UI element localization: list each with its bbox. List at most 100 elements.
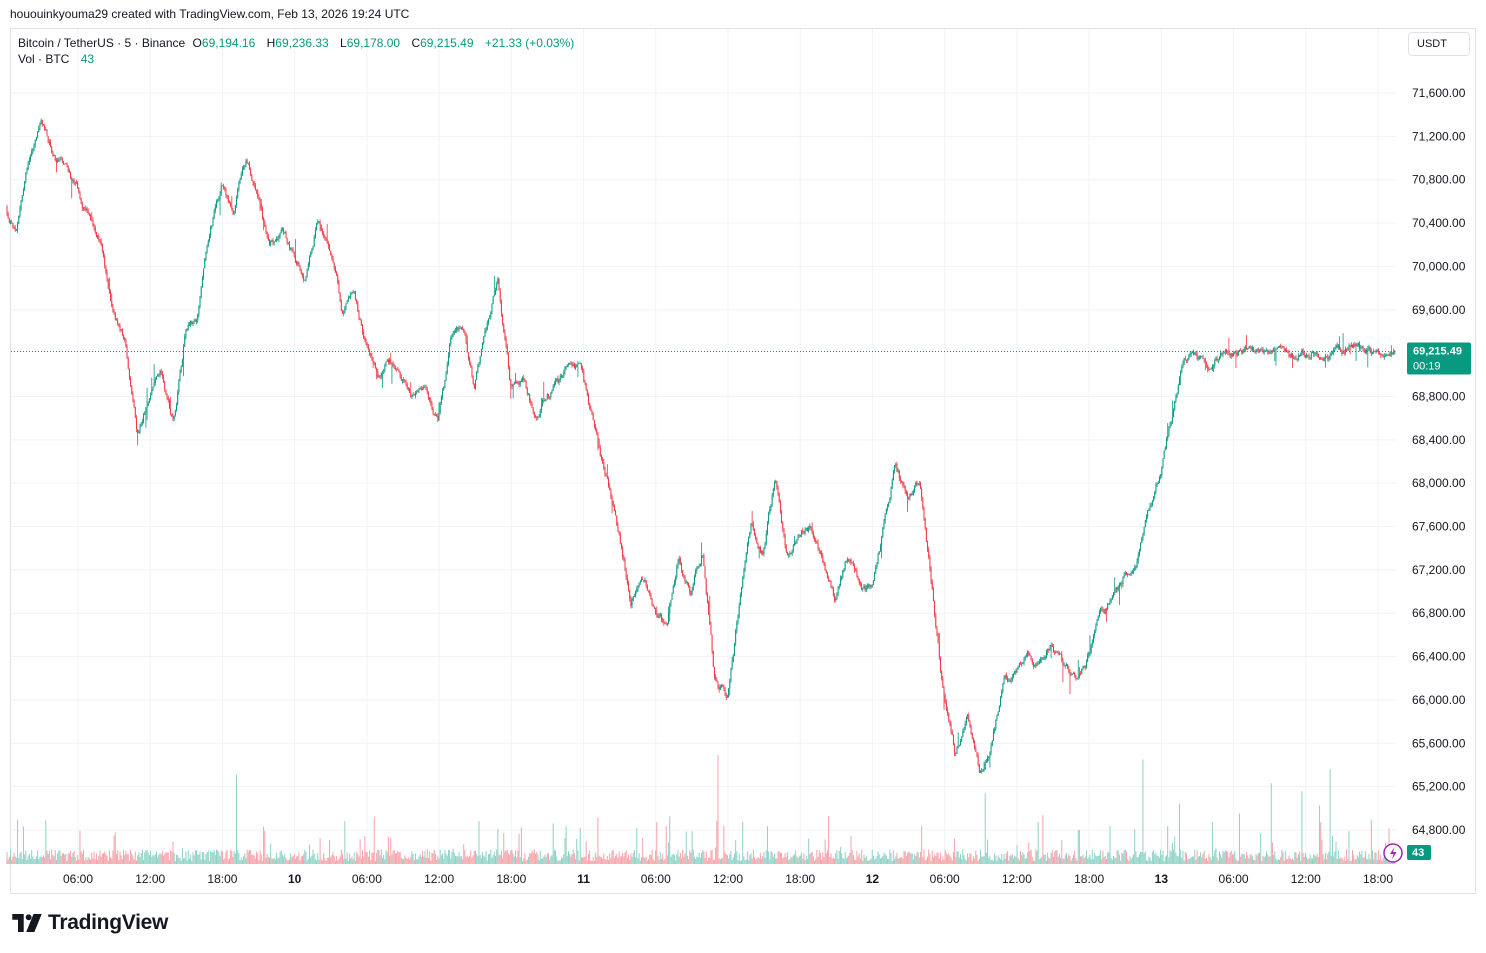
volume-bar (1114, 857, 1116, 864)
candle-body (968, 715, 970, 722)
candle-body (550, 392, 552, 398)
candle-body (1144, 519, 1146, 527)
volume-bar (567, 851, 569, 864)
volume-bar (397, 851, 399, 864)
candle-body (1073, 672, 1075, 674)
volume-bar (349, 853, 351, 864)
candle-body (1023, 657, 1025, 663)
candle-body (106, 271, 108, 280)
candle-body (1193, 351, 1195, 355)
candle-body (683, 575, 685, 578)
candle-body (460, 327, 462, 329)
price-axis-tick-label: 69,600.00 (1412, 303, 1466, 317)
volume-bar (159, 853, 161, 864)
volume-bar (648, 859, 650, 864)
volume-bar (77, 854, 79, 864)
volume-bar (954, 838, 956, 864)
volume-bar (379, 855, 381, 864)
candle-body (615, 510, 617, 516)
price-axis-tick-label: 65,200.00 (1412, 780, 1466, 794)
candle-body (713, 666, 715, 677)
volume-bar (768, 851, 770, 864)
candle-body (42, 124, 44, 126)
candle-body (173, 416, 175, 420)
price-axis: 71,600.0071,200.0070,800.0070,400.0070,0… (1412, 86, 1466, 837)
time-axis-tick-label: 12:00 (424, 872, 454, 886)
candle-body (277, 239, 279, 240)
volume-bar (341, 853, 343, 864)
candle-body (299, 265, 301, 271)
volume-bar (243, 856, 245, 864)
tradingview-logo[interactable]: TradingView (12, 910, 168, 936)
candle-body (726, 696, 728, 698)
currency-button[interactable]: USDT (1408, 32, 1470, 56)
candle-body (1010, 680, 1012, 682)
volume-bar (757, 857, 759, 864)
candle-body (851, 562, 853, 564)
candle-body (1163, 450, 1165, 459)
candle-body (38, 128, 40, 132)
volume-bar (1098, 855, 1100, 864)
volume-bar (167, 852, 169, 864)
candle-body (748, 537, 750, 544)
volume-bar (407, 857, 409, 864)
symbol-description[interactable]: Bitcoin / TetherUS · 5 · Binance (18, 36, 186, 50)
volume-bar (361, 850, 363, 864)
candle-body (48, 142, 50, 143)
candle-body (137, 429, 139, 434)
candle-body (982, 769, 984, 772)
volume-bar (1008, 860, 1010, 864)
candle-body (648, 590, 650, 592)
volume-bar (1144, 851, 1146, 864)
volume-bar (596, 857, 598, 864)
candle-body (1215, 358, 1217, 361)
candle-body (678, 558, 680, 562)
candle-body (1075, 675, 1077, 679)
volume-label[interactable]: Vol · BTC (18, 52, 70, 66)
candle-body (338, 283, 340, 293)
candle-body (11, 222, 13, 224)
candle-body (570, 363, 572, 364)
candle-body (1049, 645, 1051, 651)
candle-body (673, 582, 675, 586)
volume-bar (71, 856, 73, 864)
volume-bar (244, 853, 246, 864)
volume-bar (972, 856, 974, 864)
volume-bar (755, 859, 757, 864)
candle-body (1319, 357, 1321, 359)
candle-body (245, 160, 247, 166)
volume-bar (989, 856, 991, 864)
candle-body (751, 523, 753, 525)
candle-body (1393, 350, 1395, 354)
volume-bar (908, 851, 910, 864)
volume-bar (731, 859, 733, 864)
volume-bar (644, 858, 646, 864)
volume-bar (155, 851, 157, 864)
candle-body (1266, 350, 1268, 351)
volume-bar (672, 853, 674, 864)
candle-body (248, 163, 250, 170)
candle-body (391, 363, 393, 365)
candle-body (1351, 344, 1353, 348)
volume-bar (560, 857, 562, 864)
candle-body (198, 306, 200, 315)
candle-body (1177, 384, 1179, 393)
volume-bar (896, 852, 898, 864)
volume-bar (230, 849, 232, 864)
candle-body (701, 555, 703, 564)
volume-bar (446, 855, 448, 864)
volume-bar (1081, 856, 1083, 864)
lightning-icon[interactable] (1383, 843, 1403, 863)
candle-body (263, 217, 265, 222)
candle-body (353, 291, 355, 294)
volume-bar (466, 856, 468, 864)
chart-frame[interactable] (10, 28, 1476, 894)
volume-bar (186, 860, 188, 864)
candle-body (1180, 371, 1182, 377)
volume-bar (1031, 856, 1033, 864)
volume-bar (798, 856, 800, 864)
candle-body (750, 523, 752, 533)
candle-body (927, 541, 929, 550)
volume-bar (311, 855, 313, 864)
